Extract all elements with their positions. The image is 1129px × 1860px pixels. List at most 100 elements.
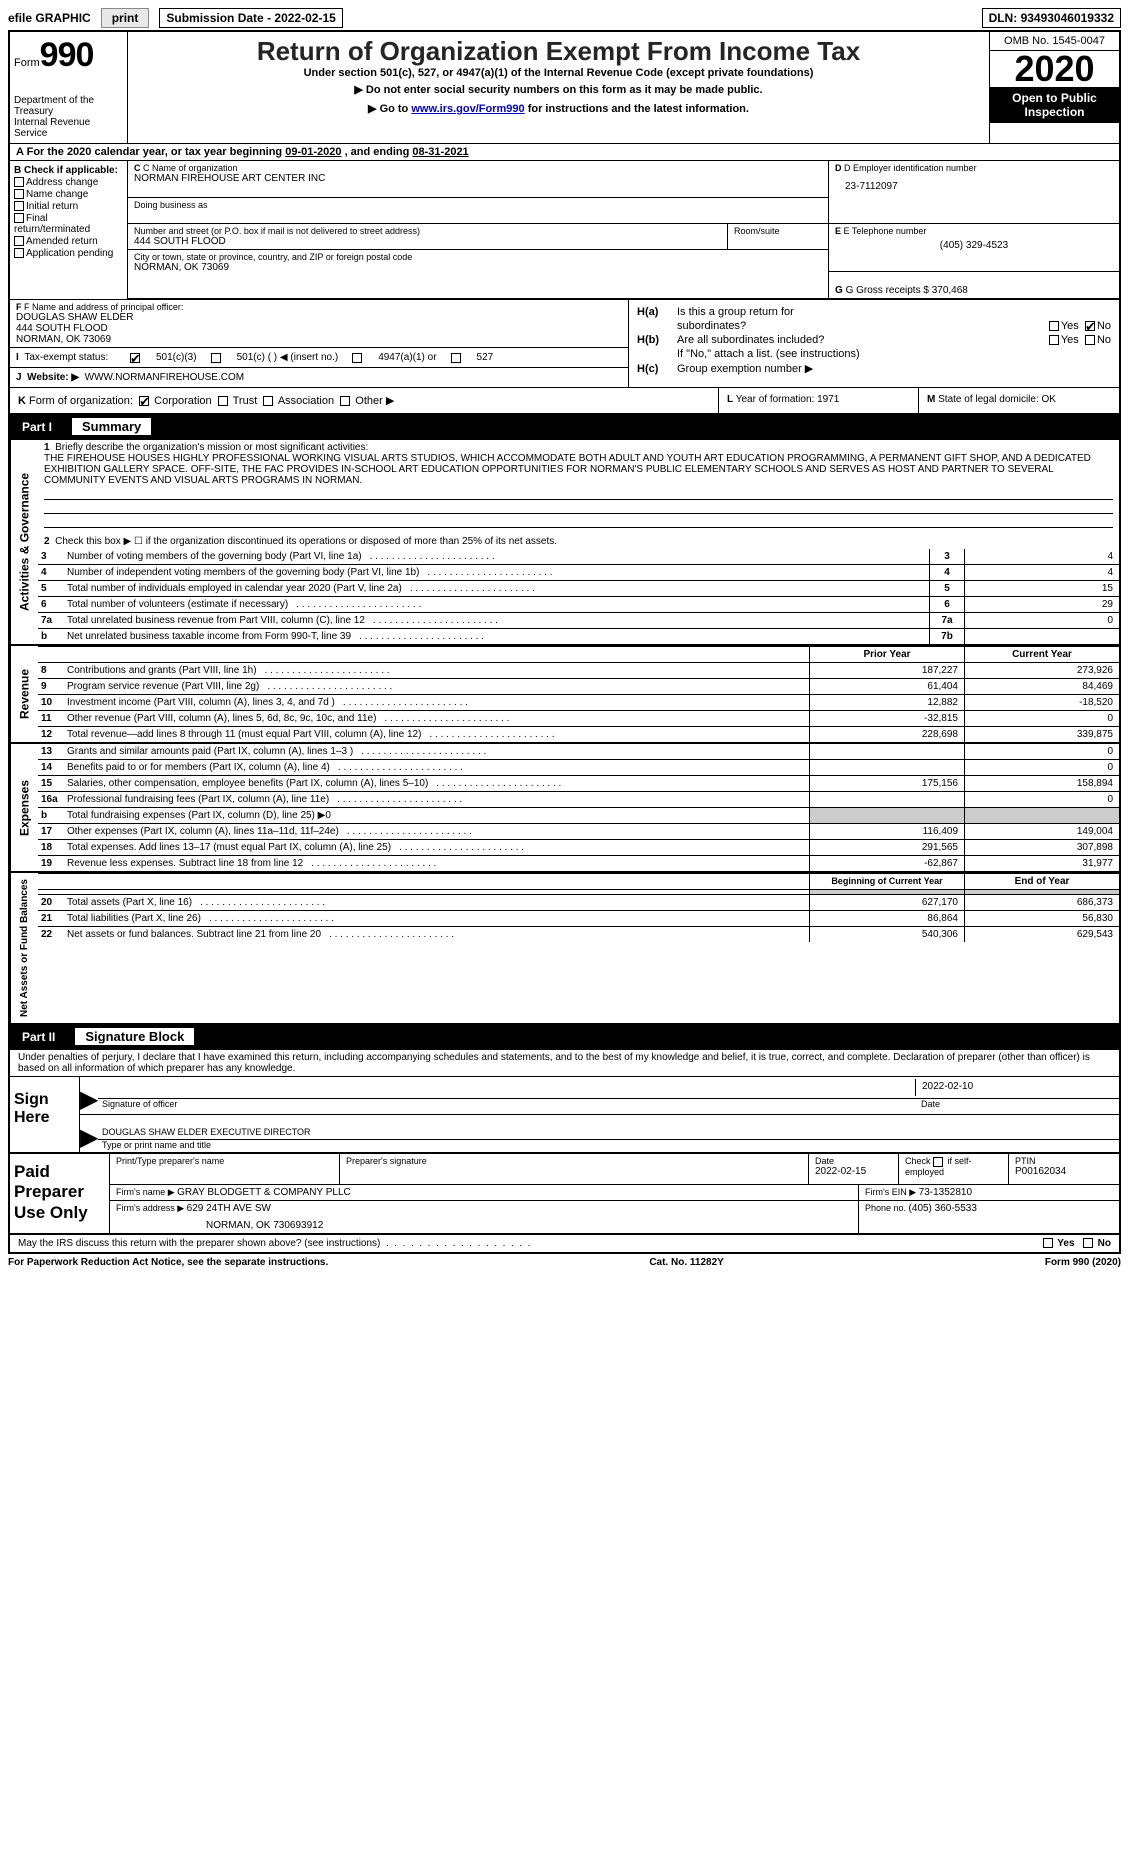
footer-right: Form 990 (2020) <box>1045 1257 1121 1268</box>
checkbox-amended-return[interactable] <box>14 236 24 246</box>
header-right: OMB No. 1545-0047 2020 Open to Public In… <box>989 32 1119 143</box>
officer-street: 444 SOUTH FLOOD <box>16 323 622 334</box>
row-a: A For the 2020 calendar year, or tax yea… <box>8 143 1121 161</box>
checkbox-final-return[interactable] <box>14 213 24 223</box>
rev-line-8: 8Contributions and grants (Part VIII, li… <box>38 662 1119 678</box>
rev-line-9: 9Program service revenue (Part VIII, lin… <box>38 678 1119 694</box>
instruction-ssn: ▶ Do not enter social security numbers o… <box>138 83 979 96</box>
year-formation: 1971 <box>817 394 839 405</box>
checkbox-assoc[interactable] <box>263 396 273 406</box>
form-title: Return of Organization Exempt From Incom… <box>138 36 979 67</box>
dba-label: Doing business as <box>134 200 822 210</box>
current-year-header: Current Year <box>964 647 1119 662</box>
header-center: Return of Organization Exempt From Incom… <box>128 32 989 143</box>
firm-phone: (405) 360-5533 <box>909 1203 977 1214</box>
checkbox-self-employed[interactable] <box>933 1157 943 1167</box>
officer-name: DOUGLAS SHAW ELDER <box>16 312 622 323</box>
part1-title: Summary <box>72 418 151 435</box>
gov-line-6: 6Total number of volunteers (estimate if… <box>38 596 1119 612</box>
officer-name-sig: DOUGLAS SHAW ELDER EXECUTIVE DIRECTOR <box>98 1115 1119 1140</box>
type-name-label: Type or print name and title <box>98 1140 1119 1150</box>
form-header: Form990 Department of the Treasury Inter… <box>8 30 1121 143</box>
dln-value: 93493046019332 <box>1021 11 1114 25</box>
prior-year-header: Prior Year <box>809 647 964 662</box>
firm-ein: 73-1352810 <box>919 1187 972 1198</box>
submission-box: Submission Date - 2022-02-15 <box>159 8 342 28</box>
sig-date: 2022-02-10 <box>922 1081 1109 1092</box>
efile-prefix: efile <box>8 11 32 25</box>
discuss-row: May the IRS discuss this return with the… <box>8 1235 1121 1254</box>
rev-line-11: 11Other revenue (Part VIII, column (A), … <box>38 710 1119 726</box>
city-label: City or town, state or province, country… <box>134 252 822 262</box>
exp-line-15: 15Salaries, other compensation, employee… <box>38 775 1119 791</box>
na-line-22: 22Net assets or fund balances. Subtract … <box>38 926 1119 942</box>
exp-line-b: bTotal fundraising expenses (Part IX, co… <box>38 807 1119 823</box>
checkbox-name-change[interactable] <box>14 189 24 199</box>
exp-line-13: 13Grants and similar amounts paid (Part … <box>38 744 1119 759</box>
part1-header: Part I Summary <box>8 415 1121 440</box>
checkbox-corp[interactable] <box>139 396 149 406</box>
checkbox-address-change[interactable] <box>14 177 24 187</box>
gov-line-7a: 7aTotal unrelated business revenue from … <box>38 612 1119 628</box>
officer-city: NORMAN, OK 73069 <box>16 334 622 345</box>
checkbox-application-pending[interactable] <box>14 248 24 258</box>
activities-block: Activities & Governance 1 Briefly descri… <box>8 440 1121 646</box>
netassets-block: Net Assets or Fund Balances Beginning of… <box>8 873 1121 1025</box>
part1-label: Part I <box>18 420 72 434</box>
side-expenses: Expenses <box>10 744 38 871</box>
top-bar: efile GRAPHIC print Submission Date - 20… <box>8 8 1121 28</box>
preparer-title: Paid Preparer Use Only <box>10 1154 110 1233</box>
checkbox-discuss-yes[interactable] <box>1043 1238 1053 1248</box>
col-cdefghi: C C Name of organization NORMAN FIREHOUS… <box>128 161 1119 299</box>
checkbox-527[interactable] <box>451 353 461 363</box>
print-button[interactable]: print <box>101 8 150 28</box>
checkbox-discuss-no[interactable] <box>1083 1238 1093 1248</box>
c-label: C <box>134 163 141 173</box>
exp-line-14: 14Benefits paid to or for members (Part … <box>38 759 1119 775</box>
line2-text: Check this box ▶ ☐ if the organization d… <box>55 536 557 547</box>
checkbox-ha-yes[interactable] <box>1049 321 1059 331</box>
checkbox-hb-yes[interactable] <box>1049 335 1059 345</box>
sign-here-label: Sign Here <box>10 1077 80 1152</box>
preparer-block: Paid Preparer Use Only Print/Type prepar… <box>8 1154 1121 1235</box>
room-label: Room/suite <box>734 226 822 236</box>
firm-addr1: 629 24TH AVE SW <box>187 1203 271 1214</box>
checkbox-501c3[interactable] <box>130 353 140 363</box>
part2-label: Part II <box>18 1030 75 1044</box>
checkbox-ha-no[interactable] <box>1085 321 1095 331</box>
checkbox-501c[interactable] <box>211 353 221 363</box>
ty-end: 08-31-2021 <box>412 146 468 158</box>
footer-center: Cat. No. 11282Y <box>649 1257 723 1268</box>
gross-receipts: 370,468 <box>932 285 968 296</box>
na-line-20: 20Total assets (Part X, line 16)627,1706… <box>38 894 1119 910</box>
form-label: Form <box>14 57 40 69</box>
sig-disclaimer: Under penalties of perjury, I declare th… <box>10 1050 1119 1077</box>
irs-link[interactable]: www.irs.gov/Form990 <box>411 103 524 115</box>
exp-line-18: 18Total expenses. Add lines 13–17 (must … <box>38 839 1119 855</box>
side-netassets: Net Assets or Fund Balances <box>10 873 38 1023</box>
dept-treasury: Department of the Treasury <box>14 95 123 117</box>
checkbox-other[interactable] <box>340 396 350 406</box>
checkbox-initial-return[interactable] <box>14 201 24 211</box>
dln-box: DLN: 93493046019332 <box>982 8 1121 28</box>
org-name: NORMAN FIREHOUSE ART CENTER INC <box>134 173 822 184</box>
instruction-goto: ▶ Go to www.irs.gov/Form990 for instruct… <box>138 102 979 115</box>
form-number: 990 <box>40 36 94 74</box>
checkbox-trust[interactable] <box>218 396 228 406</box>
street: 444 SOUTH FLOOD <box>134 236 721 247</box>
exp-line-17: 17Other expenses (Part IX, column (A), l… <box>38 823 1119 839</box>
line1-label: Briefly describe the organization's miss… <box>55 442 368 453</box>
side-revenue: Revenue <box>10 646 38 742</box>
date-label: Date <box>915 1099 1115 1109</box>
part2-title: Signature Block <box>75 1028 194 1045</box>
expenses-block: Expenses 13Grants and similar amounts pa… <box>8 744 1121 873</box>
gov-line-4: 4Number of independent voting members of… <box>38 564 1119 580</box>
section-bcdeg: B Check if applicable: Address change Na… <box>8 161 1121 300</box>
section-fhi: F F Name and address of principal office… <box>8 300 1121 388</box>
ptin: P00162034 <box>1015 1166 1113 1177</box>
submission-date: 2022-02-15 <box>274 11 335 25</box>
firm-name: GRAY BLODGETT & COMPANY PLLC <box>177 1187 351 1198</box>
eoy-header: End of Year <box>964 874 1119 889</box>
checkbox-hb-no[interactable] <box>1085 335 1095 345</box>
checkbox-4947[interactable] <box>352 353 362 363</box>
